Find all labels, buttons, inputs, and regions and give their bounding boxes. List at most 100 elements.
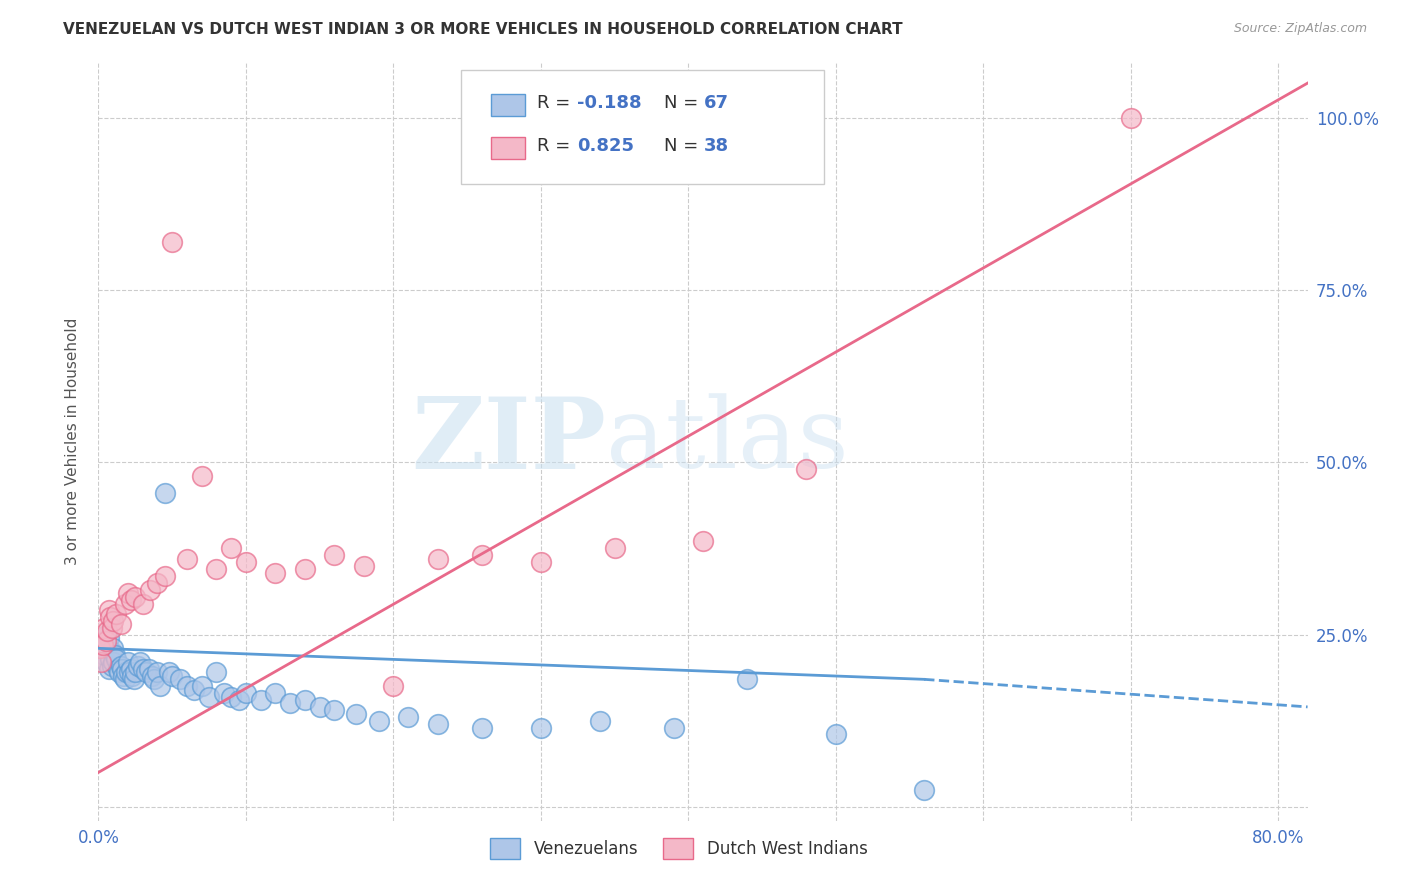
Point (530, 555, 553, 569)
Point (219, 541, 242, 556)
Text: 0.825: 0.825 (578, 136, 634, 155)
Point (93, 621, 115, 635)
Point (235, 555, 257, 569)
Point (108, 665, 131, 680)
Point (190, 469, 212, 483)
Point (91, 638, 114, 652)
Y-axis label: 3 or more Vehicles in Household: 3 or more Vehicles in Household (65, 318, 80, 566)
Point (100, 658, 122, 673)
FancyBboxPatch shape (492, 136, 526, 160)
Point (323, 703, 346, 717)
Point (530, 721, 553, 735)
Point (157, 665, 180, 680)
Point (662, 721, 685, 735)
Point (100, 645, 122, 659)
Point (426, 551, 449, 566)
Point (124, 665, 146, 680)
Point (367, 714, 389, 728)
Point (120, 593, 142, 607)
Point (93, 648, 115, 663)
Point (212, 686, 235, 700)
Point (101, 614, 124, 628)
Point (104, 648, 127, 663)
Point (169, 673, 191, 687)
Point (138, 662, 160, 676)
Point (98, 610, 121, 624)
Text: ZIP: ZIP (412, 393, 606, 490)
Point (176, 679, 198, 693)
Point (131, 662, 153, 676)
Point (90, 655, 112, 669)
Point (382, 679, 405, 693)
Point (160, 235, 183, 249)
Point (96, 638, 118, 652)
Point (94, 627, 117, 641)
Point (190, 679, 212, 693)
Point (176, 551, 198, 566)
Point (101, 655, 124, 669)
Point (97, 603, 120, 617)
Point (128, 655, 150, 669)
Point (96, 624, 118, 639)
Point (105, 651, 128, 665)
Point (117, 655, 139, 669)
Point (160, 669, 183, 683)
Point (183, 682, 205, 697)
Point (114, 597, 136, 611)
Point (1119, 111, 1142, 125)
Point (121, 669, 143, 683)
Point (98, 651, 121, 665)
Text: R =: R = (537, 94, 576, 112)
FancyBboxPatch shape (492, 94, 526, 116)
Point (346, 706, 368, 721)
Point (124, 590, 146, 604)
Point (94, 634, 117, 648)
Text: -0.188: -0.188 (578, 94, 643, 112)
Point (294, 693, 316, 707)
Point (141, 669, 163, 683)
Point (149, 679, 172, 693)
Point (153, 569, 176, 583)
Point (264, 566, 287, 580)
Point (110, 658, 132, 673)
Point (97, 662, 120, 676)
Point (100, 621, 122, 635)
Point (471, 721, 494, 735)
Text: Source: ZipAtlas.com: Source: ZipAtlas.com (1233, 22, 1367, 36)
Point (114, 673, 136, 687)
Point (89, 641, 111, 656)
Point (294, 562, 316, 576)
Text: VENEZUELAN VS DUTCH WEST INDIAN 3 OR MORE VEHICLES IN HOUSEHOLD CORRELATION CHAR: VENEZUELAN VS DUTCH WEST INDIAN 3 OR MOR… (63, 22, 903, 37)
Point (249, 693, 271, 707)
Point (143, 673, 166, 687)
Point (198, 690, 221, 704)
Point (426, 717, 449, 731)
Point (112, 669, 135, 683)
Point (107, 662, 129, 676)
Point (912, 782, 935, 797)
Point (308, 699, 330, 714)
Text: 38: 38 (704, 136, 730, 155)
Point (735, 673, 758, 687)
FancyBboxPatch shape (461, 70, 824, 184)
Point (105, 607, 128, 621)
Point (111, 662, 134, 676)
Point (153, 486, 176, 500)
Point (127, 658, 149, 673)
Point (603, 541, 626, 556)
Point (278, 697, 301, 711)
Point (146, 665, 169, 680)
Point (110, 617, 132, 632)
Point (794, 462, 817, 476)
Point (131, 597, 153, 611)
Point (692, 534, 714, 549)
Point (139, 582, 162, 597)
Point (118, 665, 141, 680)
Point (264, 686, 287, 700)
Point (205, 562, 228, 576)
Point (323, 548, 346, 563)
Text: atlas: atlas (606, 393, 849, 490)
Point (90, 641, 112, 656)
Legend: Venezuelans, Dutch West Indians: Venezuelans, Dutch West Indians (484, 831, 875, 865)
Point (219, 690, 242, 704)
